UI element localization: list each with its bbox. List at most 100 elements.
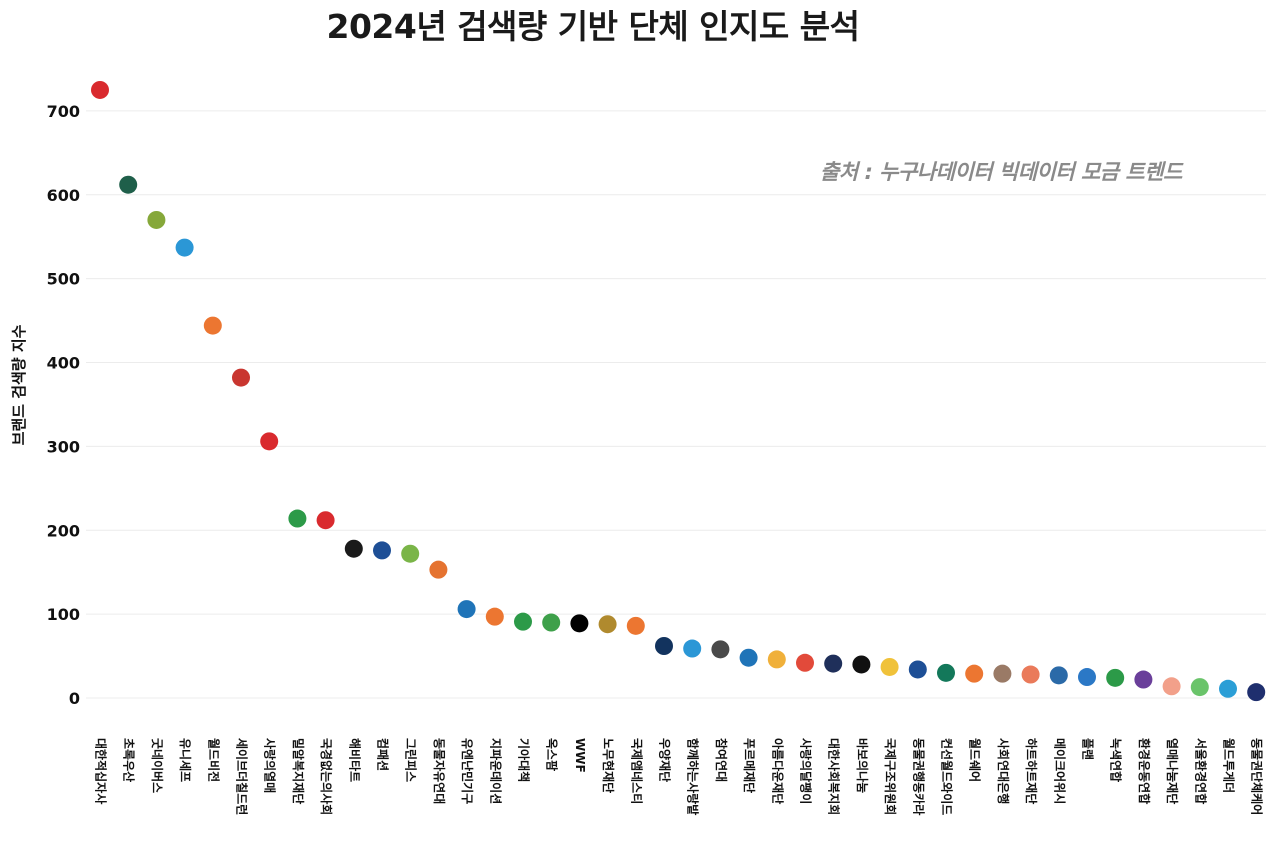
x-tick-label: 국경없는의사회 xyxy=(319,738,334,815)
data-point xyxy=(147,210,166,229)
data-point xyxy=(655,637,673,656)
x-tick-label: 초록우산 xyxy=(122,738,137,782)
data-point xyxy=(175,238,194,257)
y-axis-label: 브랜드 검색량 지수 xyxy=(10,324,28,445)
data-points xyxy=(91,80,1266,702)
x-tick-label: 유니세프 xyxy=(178,738,193,782)
data-point xyxy=(401,544,420,563)
data-point xyxy=(824,654,843,673)
x-tick-label: 동물권단체케어 xyxy=(1250,738,1265,815)
data-point xyxy=(1021,665,1040,684)
data-point xyxy=(373,541,391,560)
data-point xyxy=(485,607,504,626)
data-point xyxy=(626,616,645,635)
x-tick-label: 참여연대 xyxy=(714,738,729,782)
data-point xyxy=(796,653,814,672)
data-point xyxy=(1049,666,1068,685)
data-point xyxy=(965,664,984,683)
x-tick-label: 기아대책 xyxy=(517,738,532,782)
data-point xyxy=(1247,683,1266,702)
data-point xyxy=(993,664,1012,683)
x-tick-label: 사랑의달팽이 xyxy=(799,738,814,804)
x-tick-label: 세이브더칠드런 xyxy=(235,738,250,815)
x-tick-label: 지파운데이션 xyxy=(488,738,503,804)
data-point xyxy=(711,640,730,659)
x-tick-label: 컴패션 xyxy=(376,738,391,771)
data-point xyxy=(570,614,589,633)
x-tick-label: 월드비전 xyxy=(206,738,221,782)
data-point xyxy=(683,639,702,658)
data-point xyxy=(260,432,279,451)
x-tick-label: 옥스팜 xyxy=(545,738,560,771)
data-point xyxy=(1190,678,1209,697)
y-tick-label: 500 xyxy=(47,270,80,289)
x-tick-label: 함께하는사랑밭 xyxy=(686,738,701,815)
data-point xyxy=(232,368,250,387)
data-point xyxy=(739,648,758,667)
x-tick-label: 환경운동연합 xyxy=(1137,738,1152,804)
x-tick-label: 동물권행동카라 xyxy=(911,738,926,815)
data-point xyxy=(457,600,476,619)
data-point xyxy=(908,660,927,679)
x-tick-label: 컨선월드와이드 xyxy=(940,738,955,815)
x-axis-labels: 대한적십자사 초록우산 굿네이버스 유니세프 월드비전 세이브더칠드런 사랑의열매 밀알복지재… xyxy=(94,738,1265,815)
data-point xyxy=(288,509,307,528)
x-tick-label: 아름다운재단 xyxy=(770,738,785,804)
data-point xyxy=(1134,670,1153,689)
x-tick-label: 메이크어위시 xyxy=(1052,738,1067,804)
y-axis-ticks: 0 100 200 300 400 500 600 700 xyxy=(47,102,80,708)
x-tick-label: 서울환경연합 xyxy=(1193,738,1208,804)
x-tick-label: WWF xyxy=(573,738,587,773)
data-point xyxy=(316,511,335,530)
y-tick-label: 400 xyxy=(47,354,80,373)
x-tick-label: 국제구조위원회 xyxy=(883,738,898,815)
data-point xyxy=(91,80,109,99)
x-tick-label: 우양재단 xyxy=(658,738,673,782)
x-tick-label: 국제앰네스티 xyxy=(629,738,644,804)
data-point xyxy=(937,663,955,682)
chart-title: 2024년 검색량 기반 단체 인지도 분석 xyxy=(326,7,860,46)
x-tick-label: 푸르메재단 xyxy=(742,738,757,793)
y-tick-label: 300 xyxy=(47,437,80,456)
data-point xyxy=(203,316,222,335)
data-point xyxy=(852,655,871,674)
x-tick-label: 유엔난민기구 xyxy=(460,738,475,804)
y-tick-label: 600 xyxy=(47,186,80,205)
x-tick-label: 플랜 xyxy=(1081,738,1096,760)
x-tick-label: 열매나눔재단 xyxy=(1165,738,1180,804)
data-point xyxy=(767,650,786,669)
data-point xyxy=(598,615,617,634)
x-tick-label: 녹색연합 xyxy=(1109,738,1124,782)
data-point xyxy=(514,612,532,631)
x-tick-label: 월드쉐어 xyxy=(968,738,983,782)
x-tick-label: 하트하트재단 xyxy=(1024,738,1039,804)
x-tick-label: 굿네이버스 xyxy=(150,738,165,793)
x-tick-label: 동물자유연대 xyxy=(432,738,447,804)
x-tick-label: 바보의나눔 xyxy=(855,738,870,793)
data-point xyxy=(429,560,448,579)
y-tick-label: 0 xyxy=(69,689,80,708)
x-tick-label: 밀알복지재단 xyxy=(291,738,306,804)
data-point xyxy=(344,539,363,558)
data-point xyxy=(1106,668,1125,687)
gridlines xyxy=(86,110,1266,699)
x-tick-label: 대한사회복지회 xyxy=(827,738,842,815)
source-note: 출처 : 누구나데이터 빅데이터 모금 트렌드 xyxy=(820,160,1182,184)
data-point xyxy=(542,613,561,632)
x-tick-label: 월드투게더 xyxy=(1222,738,1237,793)
data-point xyxy=(1078,668,1096,687)
data-point xyxy=(880,657,899,676)
data-point xyxy=(1162,677,1181,696)
data-point xyxy=(119,175,138,194)
x-tick-label: 해비타트 xyxy=(347,738,362,782)
y-tick-label: 200 xyxy=(47,521,80,540)
x-tick-label: 사랑의열매 xyxy=(263,738,278,793)
data-point xyxy=(1219,679,1237,698)
x-tick-label: 노무현재단 xyxy=(601,738,616,793)
x-tick-label: 대한적십자사 xyxy=(94,738,109,804)
x-tick-label: 그린피스 xyxy=(404,738,419,782)
y-tick-label: 700 xyxy=(47,102,80,121)
x-tick-label: 사회연대은행 xyxy=(996,738,1011,804)
y-tick-label: 100 xyxy=(47,605,80,624)
